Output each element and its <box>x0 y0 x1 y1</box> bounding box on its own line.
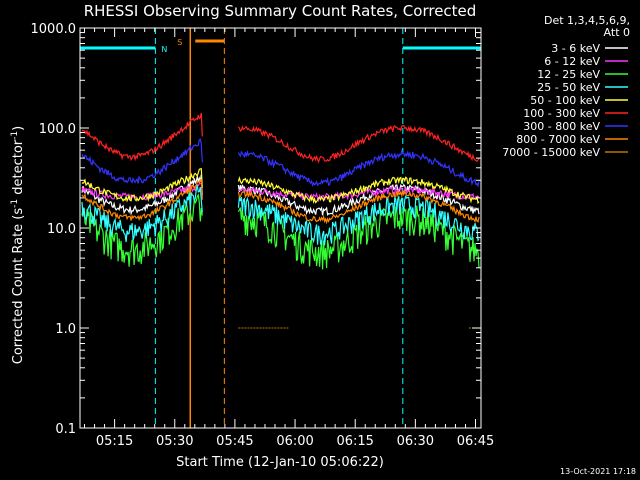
legend-header-2: Att 0 <box>604 26 630 39</box>
x-axis-label: Start Time (12-Jan-10 05:06:22) <box>176 455 384 470</box>
series-line-7 <box>81 179 480 225</box>
plot-area: N S 1000.0 100.0 10.0 1.0 0.1 05:15 05:30 05:45 0… <box>31 22 495 449</box>
series-line-5 <box>81 112 480 164</box>
y-tick-label-4: 0.1 <box>55 422 76 437</box>
series-line-3 <box>81 185 480 246</box>
x-tick-label-3: 06:00 <box>276 434 313 449</box>
series-line-0 <box>81 174 480 216</box>
saa-label: S <box>177 38 182 47</box>
x-tick-label-0: 05:15 <box>96 434 133 449</box>
legend-label-3: 25 - 50 keV <box>537 81 600 94</box>
x-tick-label-2: 05:45 <box>216 434 253 449</box>
legend-label-4: 50 - 100 keV <box>530 94 600 107</box>
night-label: N <box>161 45 167 54</box>
x-tick-label-4: 06:15 <box>336 434 373 449</box>
y-tick-label-0: 1000.0 <box>31 22 77 37</box>
legend-label-7: 800 - 7000 keV <box>516 133 600 146</box>
y-tick-label-2: 10.0 <box>47 222 76 237</box>
series-line-6 <box>81 138 480 188</box>
y-axis-label: Corrected Count Rate (s-1 detector-1) <box>10 126 26 364</box>
legend-label-1: 6 - 12 keV <box>544 55 600 68</box>
svg-text:Corrected Count Rate (s-1 dete: Corrected Count Rate (s-1 detector-1) <box>10 126 26 364</box>
x-tick-label-1: 05:30 <box>156 434 193 449</box>
legend-label-2: 12 - 25 keV <box>537 68 600 81</box>
chart-title: RHESSI Observing Summary Count Rates, Co… <box>84 2 477 20</box>
y-tick-label-1: 100.0 <box>39 122 76 137</box>
legend-label-8: 7000 - 15000 keV <box>502 146 600 159</box>
legend-label-6: 300 - 800 keV <box>523 120 600 133</box>
legend-header-1: Det 1,3,4,5,6,9, <box>544 14 630 27</box>
legend-label-0: 3 - 6 keV <box>551 42 600 55</box>
footer-date: 13-Oct-2021 17:18 <box>560 467 636 476</box>
x-tick-label-5: 06:30 <box>397 434 434 449</box>
legend-label-5: 100 - 300 keV <box>523 107 600 120</box>
y-tick-label-3: 1.0 <box>55 322 76 337</box>
x-tick-label-6: 06:45 <box>457 434 494 449</box>
series-line-4 <box>81 168 480 205</box>
